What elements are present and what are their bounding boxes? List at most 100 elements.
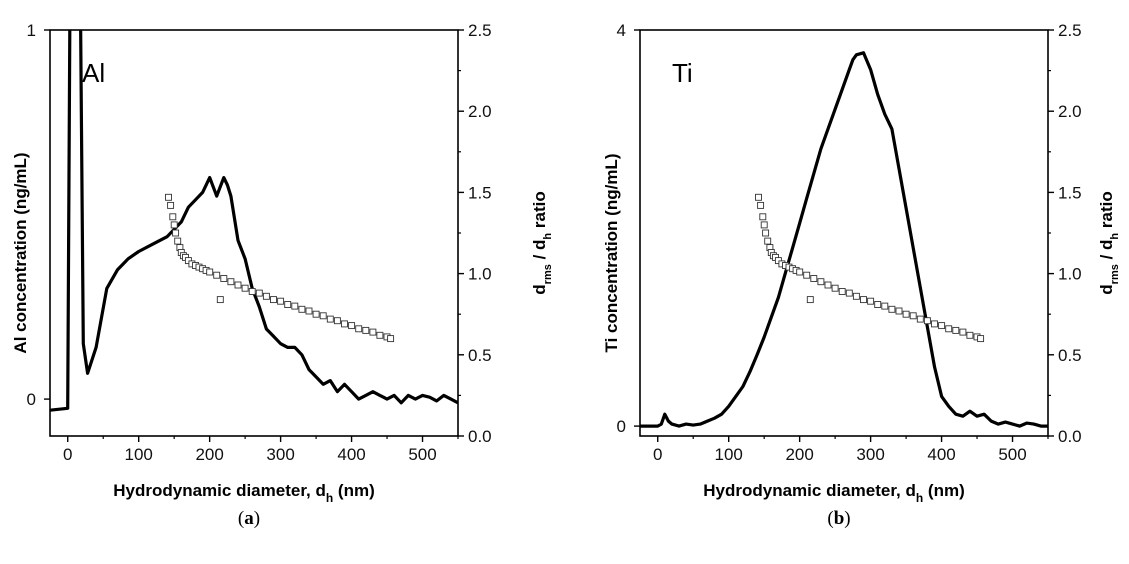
y-right-tick-label: 2.5: [1058, 21, 1082, 40]
y-right-tick-label: 0.0: [1058, 427, 1082, 446]
ratio-point: [387, 335, 395, 343]
ratio-point: [895, 307, 903, 315]
ratio-point: [277, 297, 285, 305]
ratio-point: [213, 271, 221, 279]
ratio-point: [170, 221, 178, 229]
ratio-scatter: [165, 193, 395, 343]
ratio-point: [817, 278, 825, 286]
ratio-point: [909, 312, 917, 320]
ratio-point: [803, 271, 811, 279]
ratio-point: [977, 335, 985, 343]
ratio-point: [952, 326, 960, 334]
ratio-point: [333, 317, 341, 325]
plot-frame: [639, 29, 1049, 437]
y-right-tick-label: 0.5: [468, 346, 492, 365]
ratio-point: [874, 301, 882, 308]
ratio-point: [284, 301, 292, 308]
ratio-point: [806, 296, 814, 304]
ratio-point: [326, 315, 334, 323]
ratio-point: [860, 296, 867, 304]
ratio-point: [931, 320, 938, 328]
plot-frame: [49, 29, 459, 437]
x-tick-label: 400: [337, 445, 365, 464]
ratio-point: [291, 302, 299, 310]
ratio-point: [298, 305, 306, 313]
x-tick-label: 300: [856, 445, 884, 464]
ratio-point: [319, 312, 327, 320]
panel-b: 0 100 200 300 400 500 0 4 0.0 0.5 1.0 1.5 2.0 2.5 Ti Hy…: [602, 21, 1121, 529]
x-tick-label: 200: [195, 445, 223, 464]
ratio-point: [824, 281, 832, 289]
y-left-tick-label: 0: [617, 417, 626, 436]
y-right-tick-label: 0.5: [1058, 346, 1082, 365]
ratio-point: [355, 325, 363, 333]
ratio-point: [312, 310, 320, 318]
panel-a: 0 100 200 300 400 500 0 1 0.0 0.5 1.0 1.5 2.0 2.5 Al Hy…: [11, 21, 554, 529]
y-right-tick-label: 1.0: [468, 265, 492, 284]
ratio-point: [305, 307, 313, 315]
panel-element-label: Al: [82, 58, 105, 88]
ratio-point: [902, 310, 910, 318]
ratio-point: [369, 328, 377, 336]
ratio-point: [216, 296, 224, 304]
y-right-tick-label: 2.0: [468, 102, 492, 121]
ratio-point: [227, 278, 235, 286]
y-left-axis-title: Ti concentration (ng/mL): [602, 154, 621, 353]
y-right-tick-label: 1.0: [1058, 265, 1082, 284]
x-tick-label: 0: [653, 445, 662, 464]
x-tick-label: 300: [266, 445, 294, 464]
y-right-tick-label: 1.5: [1058, 183, 1082, 202]
x-tick-label: 500: [998, 445, 1026, 464]
x-tick-label: 200: [785, 445, 813, 464]
ratio-point: [255, 289, 263, 297]
ratio-point: [174, 237, 182, 245]
ratio-point: [234, 281, 242, 289]
ratio-point: [845, 289, 853, 297]
x-tick-label: 100: [715, 445, 743, 464]
ratio-point: [838, 288, 846, 295]
y-left-axis-title: Al concentration (ng/mL): [11, 152, 30, 353]
ratio-point: [262, 292, 270, 300]
y-right-tick-label: 0.0: [468, 427, 492, 446]
ratio-point: [248, 288, 256, 295]
y-right-axis-title: drms / dh ratio: [530, 191, 554, 294]
x-tick-label: 0: [63, 445, 72, 464]
ratio-point: [220, 275, 228, 282]
y-right-tick-label: 2.0: [1058, 102, 1082, 121]
ratio-point: [165, 193, 172, 201]
ratio-point: [945, 325, 953, 333]
y-right-axis-title: drms / dh ratio: [1097, 191, 1121, 294]
ratio-point: [762, 229, 770, 237]
ratio-point: [757, 201, 765, 209]
ratio-point: [916, 315, 924, 323]
x-tick-label: 400: [927, 445, 955, 464]
ratio-point: [796, 268, 804, 276]
panel-caption: (a): [238, 508, 260, 529]
ratio-point: [888, 305, 896, 313]
ratio-point: [760, 221, 768, 229]
ratio-point: [341, 320, 348, 328]
panel-element-label: Ti: [672, 58, 693, 88]
ratio-point: [938, 322, 946, 330]
ratio-point: [881, 302, 889, 310]
ratio-point: [362, 326, 370, 334]
x-axis-title: Hydrodynamic diameter, dh (nm): [113, 481, 374, 505]
ratio-point: [270, 296, 277, 304]
concentration-line: [50, 30, 458, 412]
y-left-tick-label: 1: [27, 21, 36, 40]
x-tick-label: 500: [408, 445, 436, 464]
ratio-point: [206, 268, 214, 276]
ratio-point: [831, 284, 839, 292]
ratio-point: [852, 292, 860, 300]
y-right-tick-label: 1.5: [468, 183, 492, 202]
ratio-point: [172, 229, 180, 237]
y-left-tick-label: 4: [617, 21, 626, 40]
ratio-point: [759, 213, 767, 221]
ratio-point: [764, 237, 772, 245]
ratio-point: [169, 213, 177, 221]
ratio-point: [376, 331, 384, 339]
y-right-tick-label: 2.5: [468, 21, 492, 40]
ratio-point: [810, 275, 818, 282]
x-tick-label: 100: [125, 445, 153, 464]
